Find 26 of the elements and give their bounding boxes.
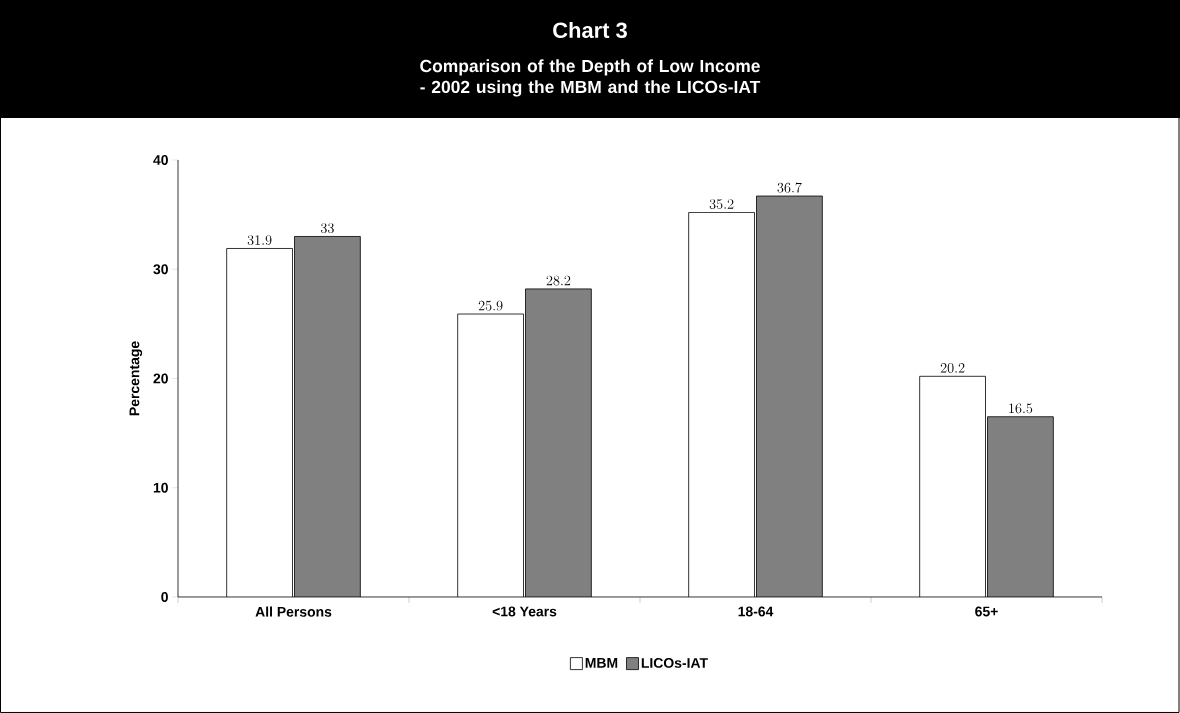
y-tick-label: 0	[161, 592, 168, 602]
bar	[987, 416, 1054, 597]
data-label: 31 .9	[247, 235, 272, 246]
x-tick-label: 18-64	[738, 606, 774, 617]
chart-subtitle: Comparison of the Depth of Low Income - 2002 using the MBM and the LICOs-IAT	[420, 59, 761, 97]
data-label: 25.9	[478, 300, 503, 311]
x-tick-label: All Persons	[255, 606, 332, 617]
y-axis-title: Percentage	[129, 341, 143, 416]
y-tick-label: 30	[153, 264, 168, 275]
data-label: 33	[320, 223, 334, 234]
y-tick-label: 20	[153, 373, 168, 384]
x-tick-label: 65+	[975, 606, 998, 617]
data-label: 16.5	[1009, 403, 1033, 414]
data-label: 28.2	[546, 275, 571, 286]
legend-label: MBM	[585, 658, 618, 668]
data-label: 20.2	[940, 363, 965, 373]
bar	[525, 288, 592, 597]
data-label: 35.2	[709, 199, 734, 209]
bar	[294, 236, 361, 597]
legend-label: LICOs-IAT	[641, 657, 708, 668]
data-label: 36.7	[777, 182, 802, 193]
x-tick-label: <18 Years	[492, 606, 557, 617]
y-tick-label: 10	[153, 482, 168, 493]
y-tick-label: 40	[153, 155, 168, 165]
chart-title: Chart 3	[553, 21, 627, 39]
bar	[756, 196, 823, 597]
